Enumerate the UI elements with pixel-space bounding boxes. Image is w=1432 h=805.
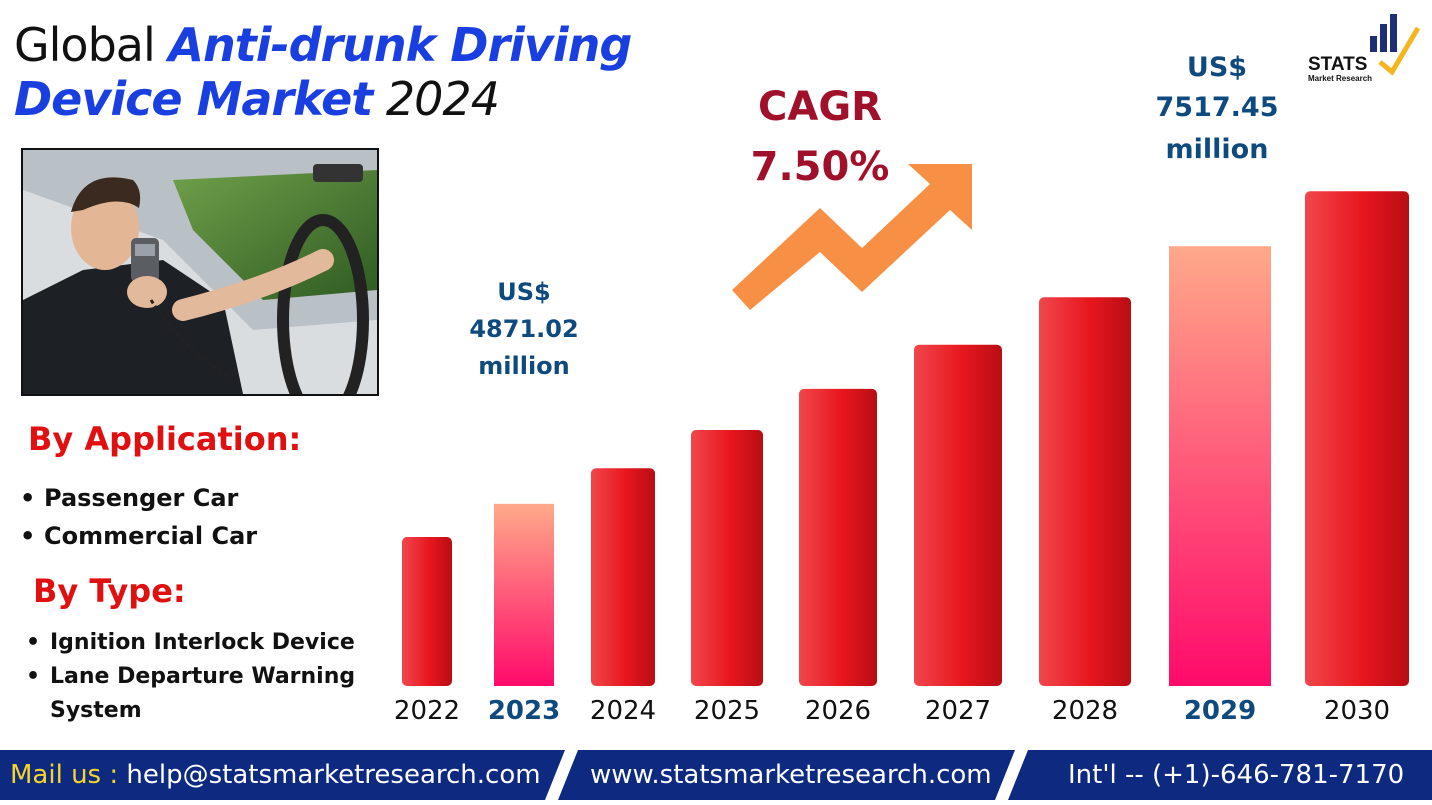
logo-name: STATS xyxy=(1308,54,1367,75)
bar-2030 xyxy=(1305,191,1409,686)
annotation-2029-value: 7517.45 xyxy=(1156,92,1279,123)
footer-mail: Mail us : help@statsmarketresearch.com xyxy=(10,750,541,800)
annotation-2029-currency: US$ xyxy=(1187,52,1247,83)
x-tick-label-2024: 2024 xyxy=(590,696,656,726)
logo-check-icon xyxy=(1378,26,1421,76)
footer-bar: Mail us : help@statsmarketresearch.com w… xyxy=(0,750,1432,805)
driver-breathalyzer-photo xyxy=(21,148,379,396)
cagr-label: CAGR xyxy=(758,84,882,130)
list-item: Lane Departure Warning System xyxy=(26,660,376,728)
logo-bar-icon xyxy=(1390,14,1397,52)
logo-sub: Market Research xyxy=(1308,74,1372,83)
annotation-2023-unit: million xyxy=(478,352,570,380)
email-link[interactable]: help@statsmarketresearch.com xyxy=(126,760,541,790)
bar-2024 xyxy=(591,468,655,686)
x-tick-label-2026: 2026 xyxy=(805,696,871,726)
application-heading: By Application: xyxy=(28,420,302,458)
x-tick-label-2030: 2030 xyxy=(1324,696,1390,726)
website-link[interactable]: www.statsmarketresearch.com xyxy=(590,760,992,790)
title-highlight-line1: Anti-drunk Driving xyxy=(168,18,632,72)
type-heading: By Type: xyxy=(33,572,186,610)
x-tick-label-2023: 2023 xyxy=(488,696,560,726)
application-list: Passenger Car Commercial Car xyxy=(20,479,257,555)
bar-2025 xyxy=(691,430,763,686)
footer-panel xyxy=(558,750,1015,800)
title-prefix: Global xyxy=(14,18,156,72)
list-item: Passenger Car xyxy=(20,479,257,517)
x-tick-label-2022: 2022 xyxy=(394,696,460,726)
phone-number[interactable]: Int'l -- (+1)-646-781-7170 xyxy=(1068,760,1405,790)
annotation-2023-value: 4871.02 xyxy=(469,315,578,343)
logo-bar-icon xyxy=(1380,24,1387,52)
x-tick-label-2029: 2029 xyxy=(1184,696,1256,726)
cagr-value: 7.50% xyxy=(751,144,890,190)
x-tick-label-2028: 2028 xyxy=(1052,696,1118,726)
cagr-arrow-icon xyxy=(732,164,972,310)
bar-2027 xyxy=(914,344,1002,686)
x-tick-label-2025: 2025 xyxy=(694,696,760,726)
list-item: Commercial Car xyxy=(20,517,257,555)
bar-2028 xyxy=(1039,297,1131,686)
bar-2022 xyxy=(402,537,452,686)
market-bar-chart: 2022 2023 2024 2025 2026 2027 2028 2029 2030 CAG… xyxy=(394,52,1409,726)
title-year: 2024 xyxy=(385,72,500,126)
footer-panel xyxy=(1008,750,1432,800)
list-item: Ignition Interlock Device xyxy=(26,626,376,660)
bar-2023 xyxy=(494,503,554,686)
bar-2026 xyxy=(799,388,877,686)
logo-bar-icon xyxy=(1370,36,1377,52)
stats-logo: STATS Market Research xyxy=(1308,14,1421,83)
mail-label: Mail us : xyxy=(10,760,119,790)
title-highlight-line2: Device Market xyxy=(14,72,373,126)
page-title: Global Anti-drunk Driving Device Market … xyxy=(14,18,632,126)
annotation-2023-currency: US$ xyxy=(497,278,550,306)
bar-2029 xyxy=(1169,246,1271,687)
annotation-2029-unit: million xyxy=(1166,134,1269,165)
footer-panel xyxy=(0,750,565,800)
type-list: Ignition Interlock Device Lane Departure… xyxy=(26,626,376,728)
x-tick-label-2027: 2027 xyxy=(925,696,991,726)
